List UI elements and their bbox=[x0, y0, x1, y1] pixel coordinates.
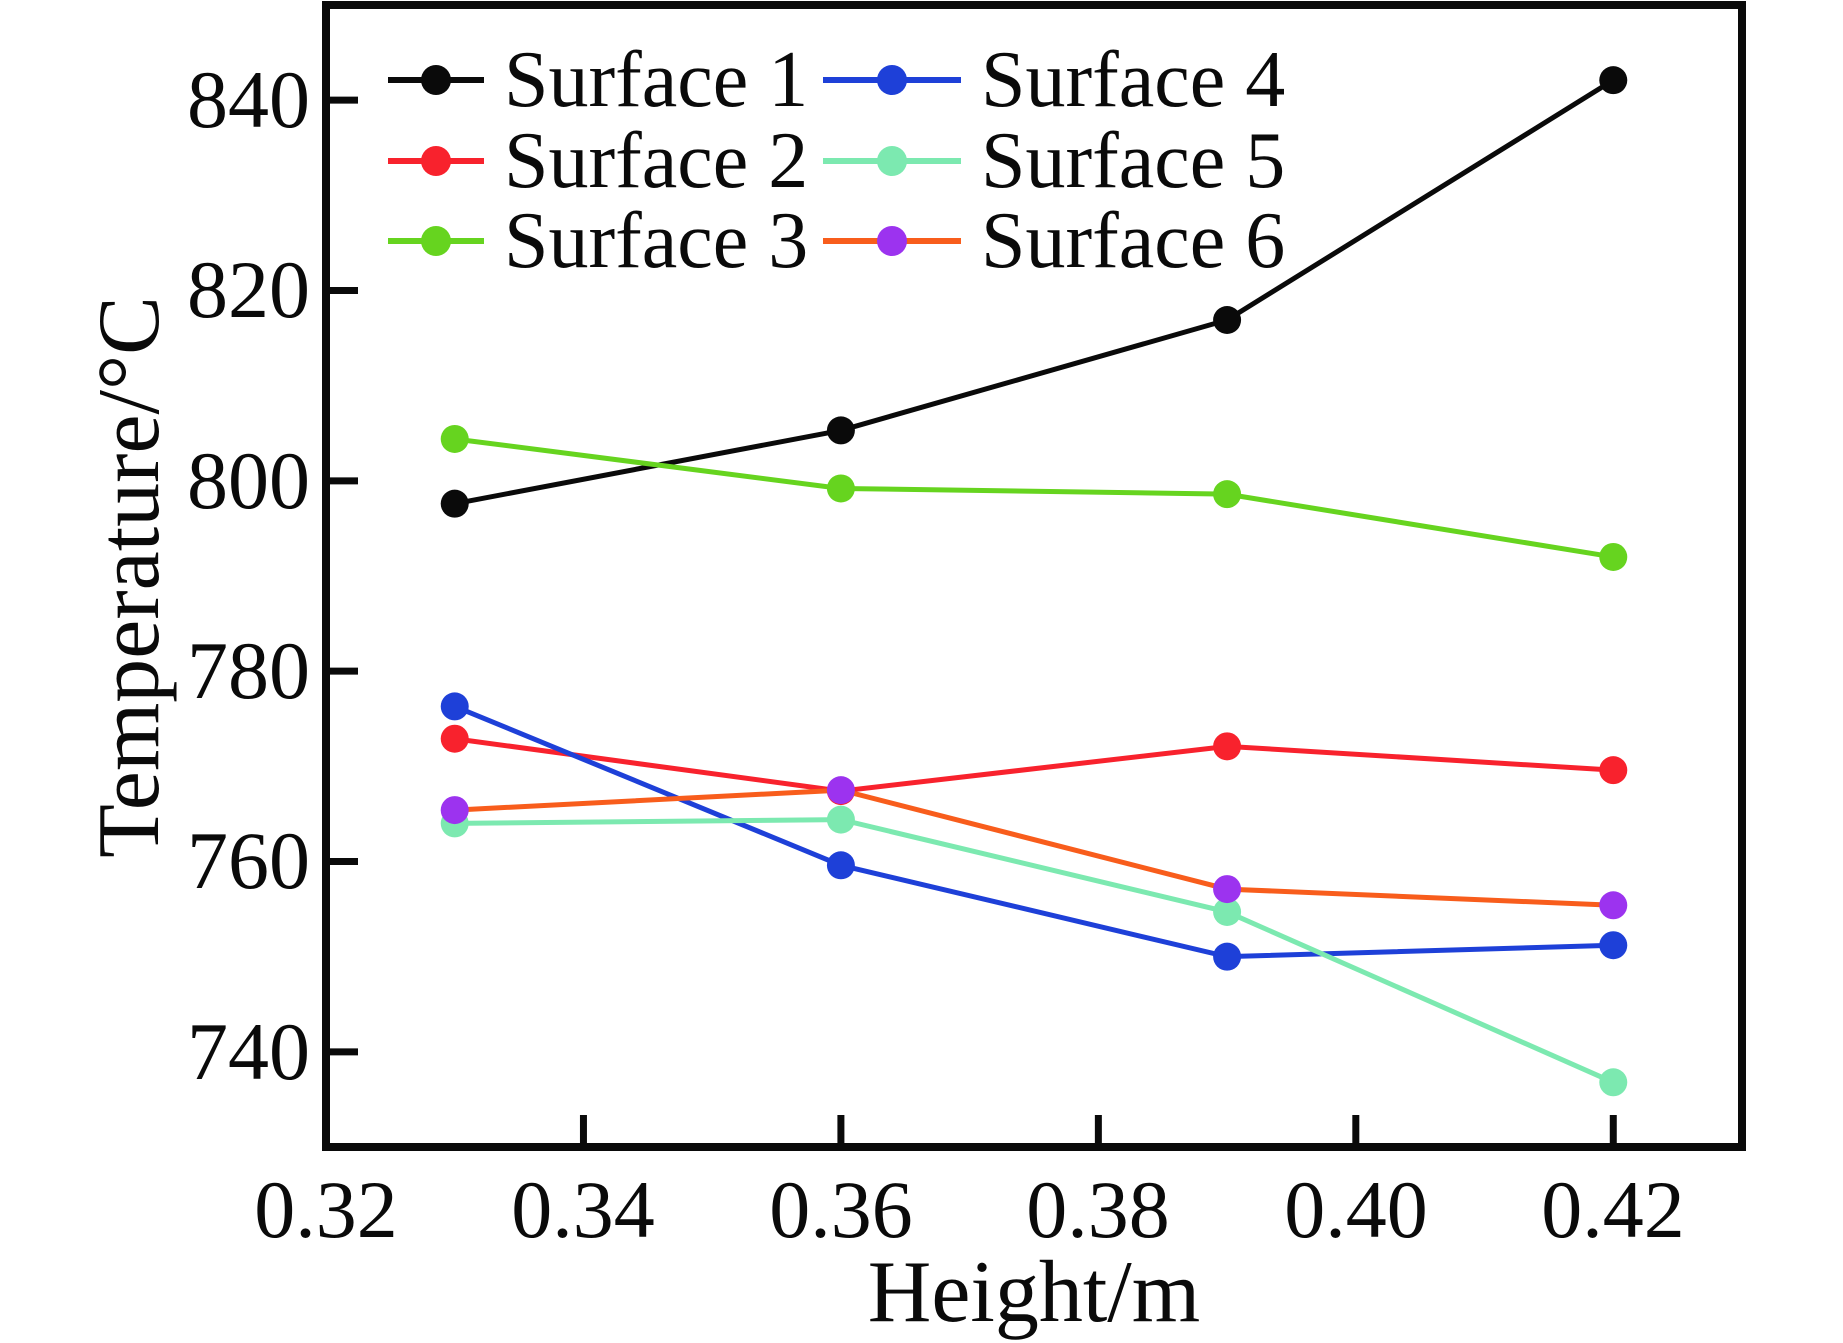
data-point-surface-3 bbox=[1599, 542, 1628, 571]
legend-item-surface-2: Surface 2 bbox=[388, 119, 808, 203]
data-point-surface-3 bbox=[826, 474, 855, 503]
data-point-surface-5 bbox=[1213, 897, 1242, 926]
data-point-surface-6 bbox=[440, 796, 469, 825]
legend-label: Surface 6 bbox=[981, 197, 1286, 285]
legend-key-surface-6 bbox=[823, 226, 961, 256]
x-tick-label: 0.32 bbox=[254, 1164, 398, 1255]
legend-marker-icon bbox=[877, 146, 907, 176]
data-point-surface-2 bbox=[1213, 732, 1242, 761]
series-line-surface-6 bbox=[454, 787, 1614, 908]
legend-label: Surface 2 bbox=[504, 117, 809, 205]
x-tick-label: 0.34 bbox=[511, 1164, 655, 1255]
x-tick-label: 0.42 bbox=[1541, 1164, 1685, 1255]
y-tick-label: 840 bbox=[187, 54, 310, 145]
data-point-surface-3 bbox=[440, 424, 469, 453]
data-point-surface-6 bbox=[826, 776, 855, 805]
y-axis-title: Temperature/°C bbox=[81, 296, 178, 858]
legend-item-surface-3: Surface 3 bbox=[388, 199, 808, 283]
data-point-surface-4 bbox=[1599, 931, 1628, 960]
data-point-surface-5 bbox=[826, 805, 855, 834]
y-tick-label: 800 bbox=[187, 435, 310, 526]
data-point-surface-1 bbox=[1213, 306, 1242, 335]
legend-key-surface-2 bbox=[388, 146, 484, 176]
legend-key-surface-4 bbox=[823, 65, 961, 95]
legend-marker-icon bbox=[421, 65, 451, 95]
legend-label: Surface 3 bbox=[504, 197, 809, 285]
y-tick-label: 740 bbox=[187, 1006, 310, 1097]
legend-label: Surface 4 bbox=[981, 36, 1286, 124]
legend-item-surface-4: Surface 4 bbox=[823, 38, 1285, 122]
x-axis-title: Height/m bbox=[867, 1244, 1201, 1341]
legend-marker-icon bbox=[877, 65, 907, 95]
data-point-surface-1 bbox=[1599, 66, 1628, 95]
y-tick-label: 780 bbox=[187, 625, 310, 716]
y-tick-label: 760 bbox=[187, 815, 310, 906]
data-point-surface-1 bbox=[826, 416, 855, 445]
y-tick-label: 820 bbox=[187, 244, 310, 335]
data-point-surface-6 bbox=[1213, 875, 1242, 904]
x-tick-label: 0.38 bbox=[1026, 1164, 1170, 1255]
legend-marker-icon bbox=[877, 226, 907, 256]
legend-label: Surface 5 bbox=[981, 117, 1286, 205]
legend-key-surface-1 bbox=[388, 65, 484, 95]
series-line-surface-2 bbox=[454, 736, 1614, 794]
x-tick-label: 0.36 bbox=[769, 1164, 913, 1255]
series-line-surface-5 bbox=[454, 817, 1615, 1085]
data-point-surface-1 bbox=[440, 489, 469, 518]
legend-label: Surface 1 bbox=[504, 36, 809, 124]
plot-frame bbox=[322, 1, 1746, 1151]
legend-item-surface-5: Surface 5 bbox=[823, 119, 1285, 203]
legend-key-surface-5 bbox=[823, 146, 961, 176]
data-point-surface-3 bbox=[1213, 480, 1242, 509]
data-point-surface-6 bbox=[1599, 891, 1628, 920]
series-line-surface-1 bbox=[454, 78, 1615, 507]
data-point-surface-2 bbox=[440, 724, 469, 753]
x-tick-label: 0.40 bbox=[1284, 1164, 1428, 1255]
data-point-surface-2 bbox=[1599, 756, 1628, 785]
legend-marker-icon bbox=[421, 146, 451, 176]
legend-item-surface-6: Surface 6 bbox=[823, 199, 1285, 283]
data-point-surface-4 bbox=[440, 692, 469, 721]
legend-key-surface-3 bbox=[388, 226, 484, 256]
series-line-surface-3 bbox=[454, 436, 1614, 560]
series-line-surface-4 bbox=[453, 704, 1614, 960]
data-point-surface-4 bbox=[826, 851, 855, 880]
legend-marker-icon bbox=[421, 226, 451, 256]
legend-item-surface-1: Surface 1 bbox=[388, 38, 808, 122]
data-point-surface-5 bbox=[1599, 1068, 1628, 1097]
data-point-surface-4 bbox=[1213, 942, 1242, 971]
